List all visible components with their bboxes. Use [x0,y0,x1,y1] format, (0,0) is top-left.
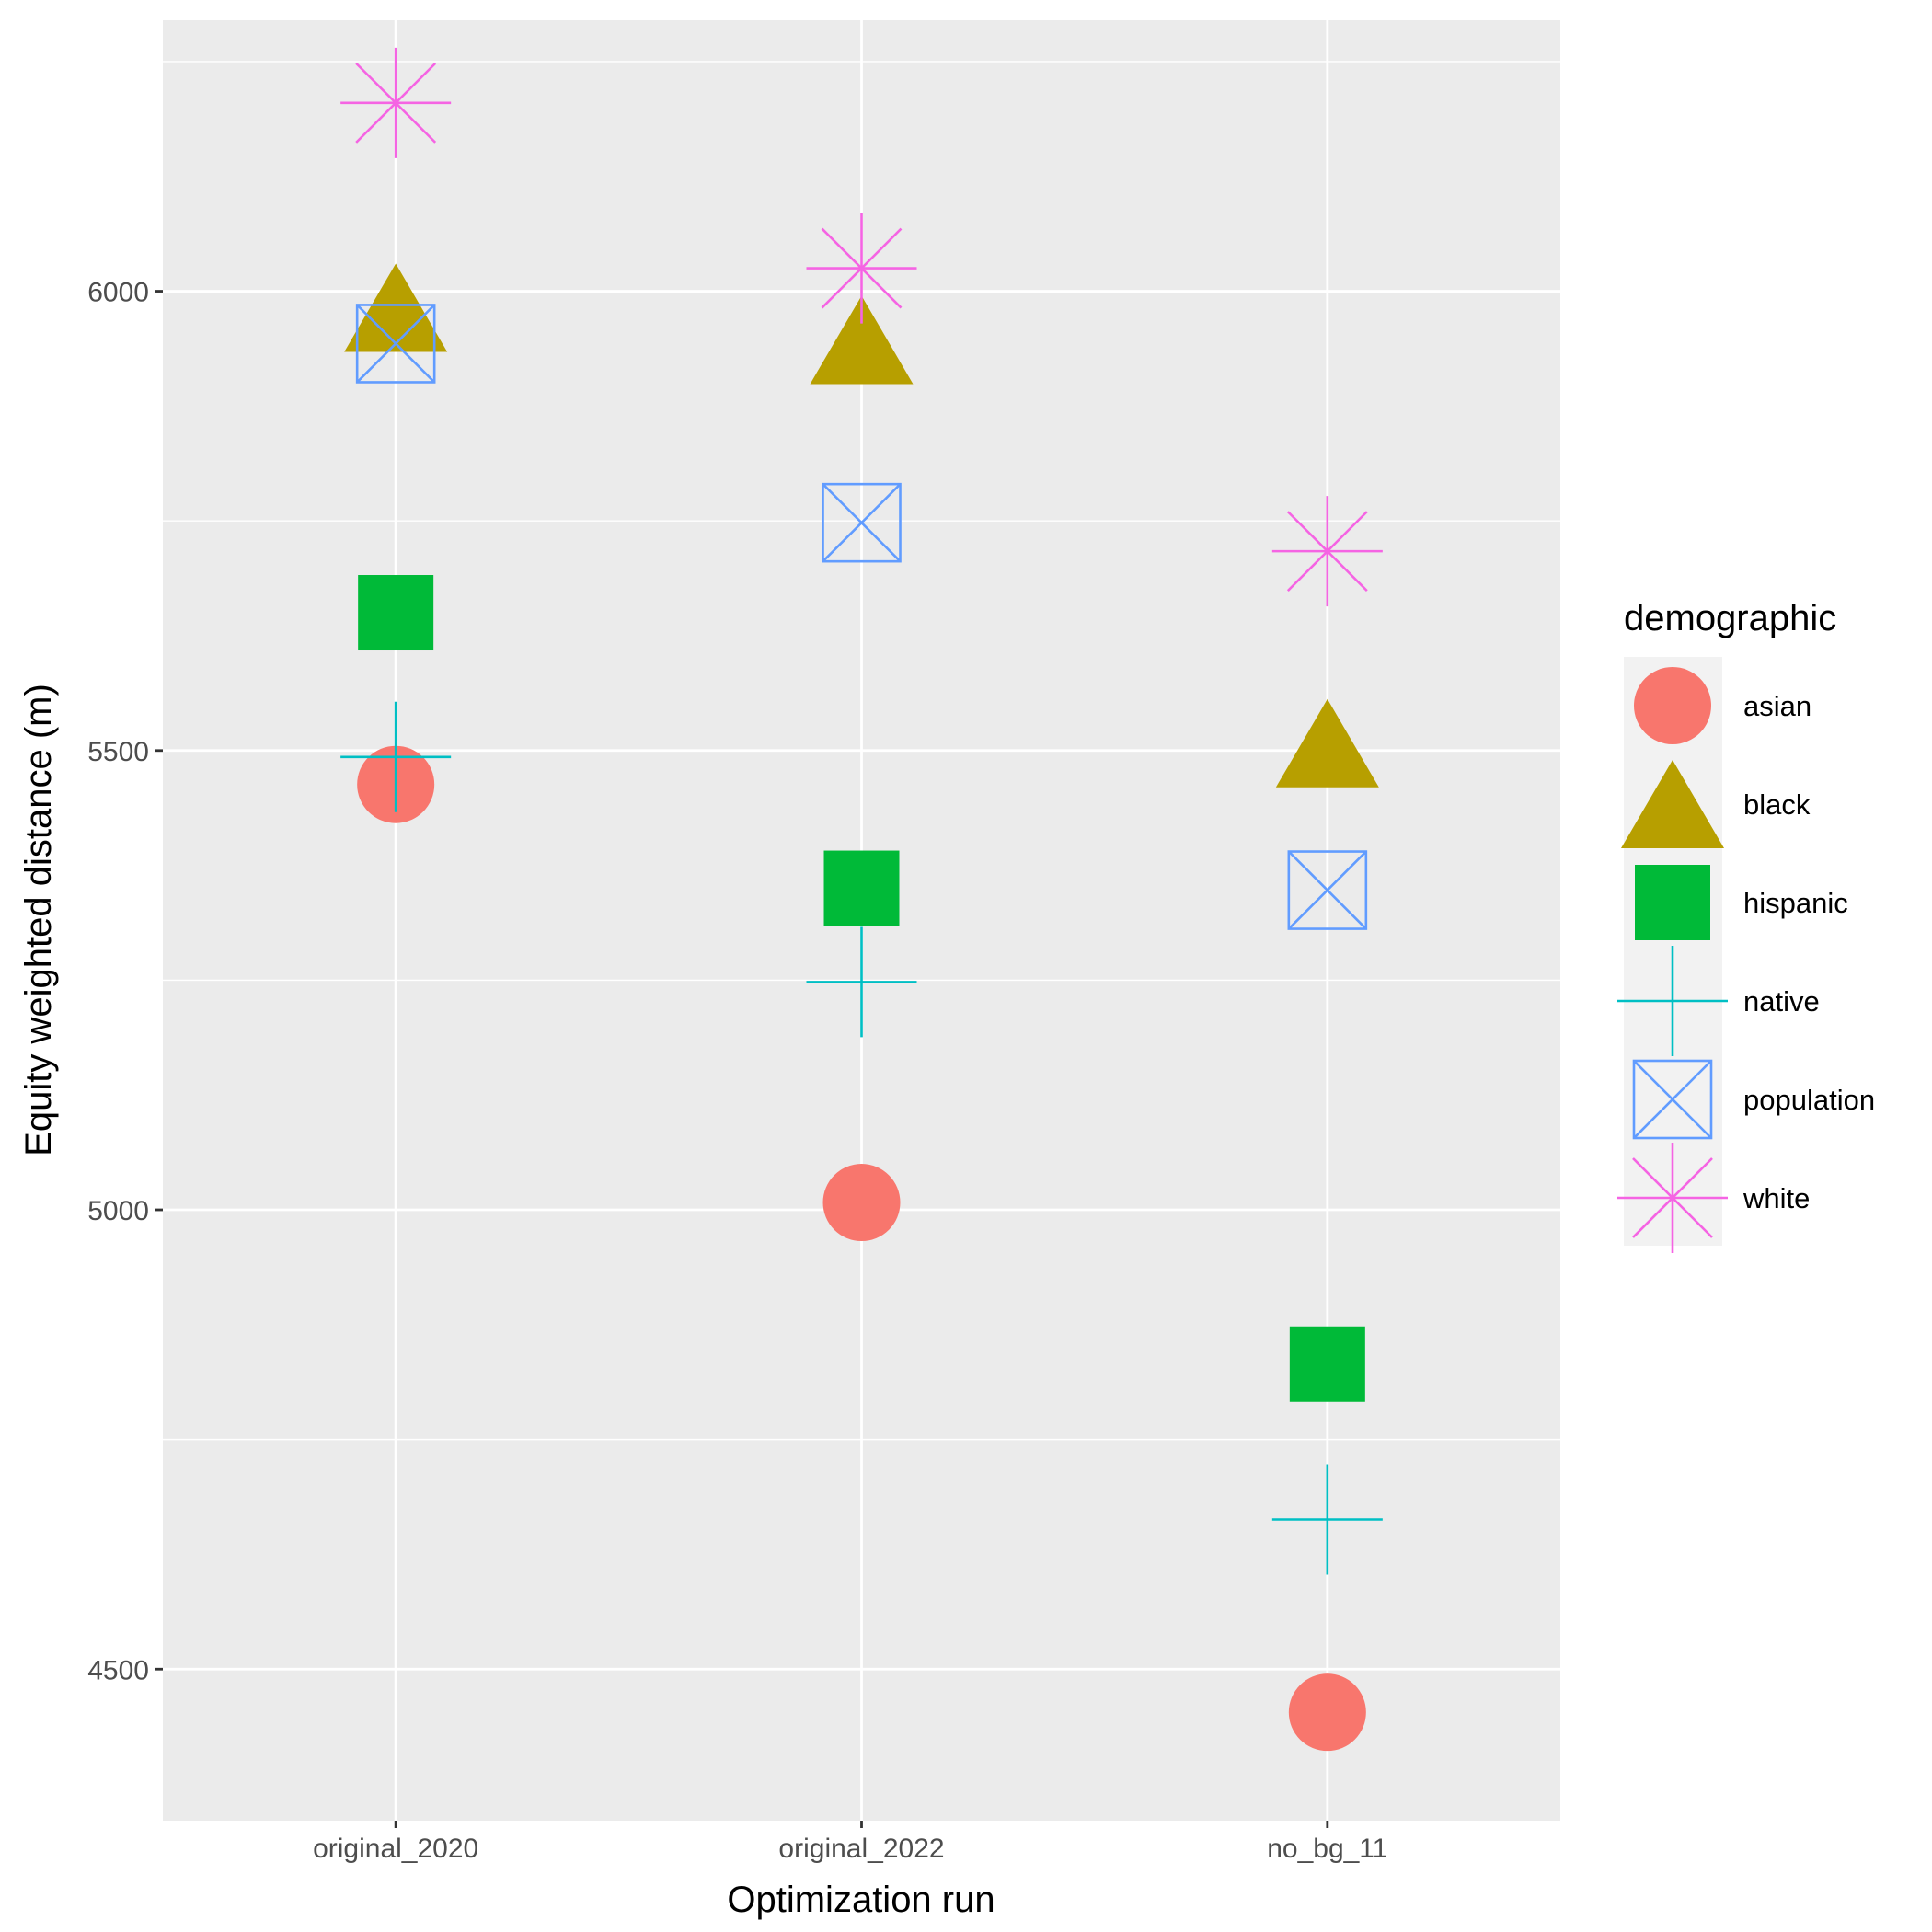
point-hispanic [358,575,434,651]
y-tick-label: 6000 [87,278,149,308]
x-axis: original_2020 original_2022 no_bg_11 [313,1821,1387,1864]
point-native [806,926,917,1038]
y-tick-label: 5500 [87,737,149,767]
legend-label-population: population [1743,1084,1875,1116]
legend-key-population [1632,1059,1713,1140]
legend-label-white: white [1742,1182,1810,1214]
data-points [340,47,1383,1752]
point-black [810,295,914,385]
legend-key-asian [1634,667,1711,744]
y-tick-label: 5000 [87,1196,149,1226]
legend-label-black: black [1743,788,1811,821]
legend-keys: asian black hispanic native population white [1617,667,1875,1253]
legend-label-native: native [1743,985,1820,1018]
legend-title: demographic [1624,598,1836,638]
legend-key-white [1617,1143,1728,1253]
x-tick-label: original_2020 [313,1834,478,1864]
x-tick-label: no_bg_11 [1267,1834,1387,1864]
point-white [806,213,917,324]
point-white [340,47,452,158]
point-asian [1288,1673,1366,1752]
point-population [1287,850,1368,930]
point-black [1275,698,1379,788]
point-native [340,701,452,812]
legend-key-hispanic [1635,865,1710,940]
point-native [1271,1464,1383,1575]
point-population [355,304,436,384]
point-asian [822,1164,901,1242]
point-hispanic [823,850,900,926]
legend-label-hispanic: hispanic [1743,887,1848,919]
y-axis-title: Equity weighted distance (m) [18,684,59,1156]
legend-key-black [1621,760,1724,848]
point-hispanic [1289,1326,1365,1402]
legend-label-asian: asian [1743,690,1811,722]
legend: demographic asian black hispanic native popu… [1617,598,1875,1253]
x-tick-label: original_2022 [778,1834,944,1864]
point-population [822,482,902,563]
x-axis-title: Optimization run [727,1880,995,1920]
y-axis: 4500 5000 5500 6000 [87,278,163,1685]
y-tick-label: 4500 [87,1655,149,1685]
point-black [344,263,448,352]
point-white [1271,496,1383,607]
legend-key-native [1617,946,1728,1056]
